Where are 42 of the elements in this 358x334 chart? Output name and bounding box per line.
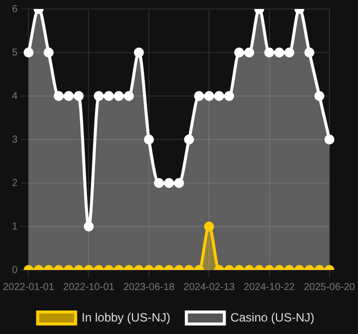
point: [94, 91, 104, 101]
x-tick-label: 2023-06-18: [123, 282, 175, 293]
point: [204, 91, 214, 101]
x-tick-label: 2024-02-13: [184, 282, 236, 293]
y-tick-label: 4: [12, 90, 18, 102]
point: [164, 178, 174, 188]
point: [124, 91, 134, 101]
y-tick-label: 5: [12, 47, 18, 58]
point: [44, 48, 54, 58]
point: [54, 91, 64, 101]
point: [134, 48, 144, 58]
point: [214, 91, 224, 101]
point: [314, 91, 324, 101]
y-tick-label: 1: [12, 221, 18, 232]
y-tick-label: 2: [12, 178, 18, 189]
legend-label: Casino (US-NJ): [230, 310, 314, 324]
point: [324, 134, 334, 144]
point: [104, 91, 114, 101]
point: [234, 48, 244, 58]
x-tick-label: 2022-01-01: [3, 282, 55, 293]
point: [154, 178, 164, 188]
point: [264, 48, 274, 58]
y-tick-label: 0: [12, 264, 18, 276]
point: [184, 134, 194, 144]
point: [304, 48, 314, 58]
legend-label: In lobby (US-NJ): [82, 310, 170, 324]
point: [194, 91, 204, 101]
point: [74, 91, 84, 101]
point: [284, 48, 294, 58]
point: [114, 91, 124, 101]
x-tick-label: 2022-10-01: [63, 282, 115, 293]
y-tick-label: 3: [12, 134, 18, 146]
point: [224, 91, 234, 101]
y-tick-label: 6: [12, 4, 18, 15]
x-tick-label: 2024-10-22: [244, 282, 296, 293]
point: [64, 91, 74, 101]
point: [244, 48, 254, 58]
point: [144, 134, 154, 144]
point: [174, 178, 184, 188]
point: [274, 48, 284, 58]
point: [24, 48, 34, 58]
x-tick-label: 2025-06-20: [304, 282, 356, 293]
